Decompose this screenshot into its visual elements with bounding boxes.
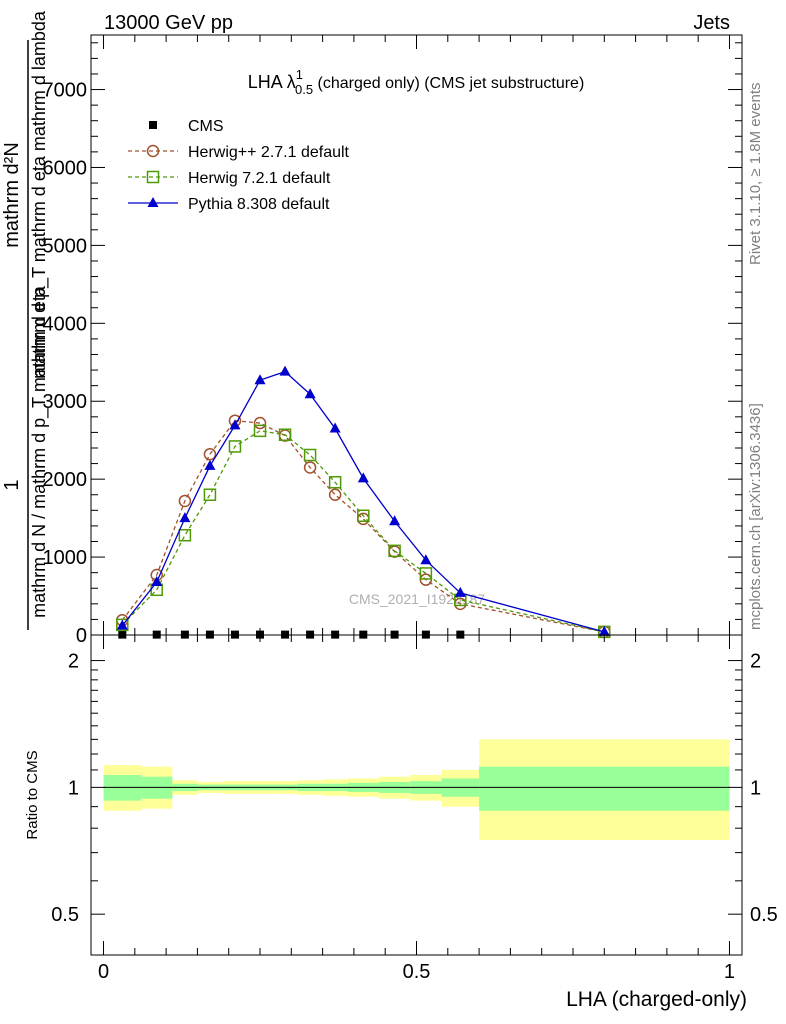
data-point [116,619,128,630]
header-jets-label: Jets [693,12,730,34]
series-3 [116,365,610,636]
main-y-axis-label: 1 mathrm d N / mathrm d p_T mathrm d eta… [1,10,50,630]
data-point [204,459,216,470]
y-tick-label: 4000 [43,313,88,335]
ratio-y-axis-label: Ratio to CMS [24,750,41,839]
data-point [598,625,610,636]
data-point [179,512,191,523]
data-point [151,576,163,587]
data-point [178,529,192,542]
title-main: LHA λ [248,72,296,92]
ratio-tick-label-right: 2 [750,651,761,673]
ratio-band-inner [479,766,730,811]
chart-title: LHA λ1 0.5 (charged only) (CMS jet substr… [248,67,585,97]
title-subscript: 0.5 [295,82,313,97]
ratio-tick-label-left: 1 [68,777,79,799]
ratio-panel: 0.5 0.51 12 2 0 0.5 1 Ratio to CMS LHA (charg… [24,634,778,1011]
legend-entry: Herwig 7.2.1 default [188,170,331,187]
title-superscript: 1 [296,67,303,82]
data-point [178,494,192,508]
ratio-bands [103,739,730,841]
data-point [203,447,217,461]
data-point [116,618,129,632]
series-line [121,430,605,633]
ylabel-numerator: mathrm d²N [1,142,23,248]
data-point [357,509,370,523]
data-point [303,448,317,462]
analysis-watermark: CMS_2021_I1920187 [349,591,485,607]
y-tick-label: 7000 [43,80,88,102]
x-tick-labels: 0 0.5 1 [98,961,735,983]
header-energy-label: 13000 GeV pp [104,12,233,34]
y-tick-label: 2000 [43,469,88,491]
x-tick-label: 0.5 [403,961,431,983]
ylabel-one: 1 [1,479,23,490]
data-point [419,567,433,580]
ratio-tick-label-left: 2 [68,651,79,673]
data-point [253,424,267,438]
title-suffix: (charged only) (CMS jet substructure) [313,75,584,92]
data-point [389,515,401,526]
x-tick-label: 1 [724,961,735,983]
data-point [253,416,267,430]
ratio-tick-labels: 0.5 0.5 1 1 2 2 [51,651,778,927]
data-point [304,388,316,399]
x-tick-label: 0 [98,961,109,983]
data-point [229,419,241,430]
ratio-axis-ticks [91,635,742,955]
y-tick-label: 3000 [43,391,88,413]
main-axis-ticks [91,35,742,636]
ylabel-left-denominator: mathrm d N / mathrm d p_T mathrm d eta [29,285,50,618]
legend-marker [149,121,157,129]
mcplots-label: mcplots.cern.ch [arXiv:1306.3436] [747,403,764,630]
data-point [228,440,242,453]
ratio-tick-label-left: 0.5 [51,904,79,926]
data-point [278,428,292,441]
y-tick-label: 6000 [43,157,88,179]
y-tick-label: 5000 [43,235,88,257]
ratio-tick-label-right: 0.5 [750,904,778,926]
data-point [420,554,432,565]
x-axis-label: LHA (charged-only) [566,988,747,1011]
data-point [388,544,401,558]
ratio-tick-label-right: 1 [750,777,761,799]
data-point [328,476,342,489]
data-point [254,374,266,385]
data-point [203,488,217,501]
legend-entry: CMS [188,118,224,135]
data-point [279,365,291,376]
main-panel: 0 1000 2000 3000 4000 5000 6000 7000 CMS_2021_I… [1,10,743,647]
y-tick-label: 0 [76,625,87,647]
series-line [121,370,605,633]
data-point [454,586,466,597]
data-point [329,422,341,433]
legend-entry: Pythia 8.308 default [188,196,330,213]
legend-marker [147,197,159,207]
rivet-version-label: Rivet 3.1.10, ≥ 1.8M events [747,83,764,266]
legend-marker [146,144,160,158]
legend-entry: Herwig++ 2.7.1 default [188,144,350,161]
legend: CMS Herwig++ 2.7.1 default Herwig 7.2.1 de… [128,118,350,213]
main-y-tick-labels: 0 1000 2000 3000 4000 5000 6000 7000 [43,80,88,647]
ylabel-denominator: mathrm d p_T mathrm d eta mathrm d lambd… [29,10,50,379]
data-point [328,488,342,501]
data-point [357,472,369,483]
data-point [303,461,317,474]
legend-marker [146,170,160,184]
y-tick-label: 1000 [43,547,88,569]
